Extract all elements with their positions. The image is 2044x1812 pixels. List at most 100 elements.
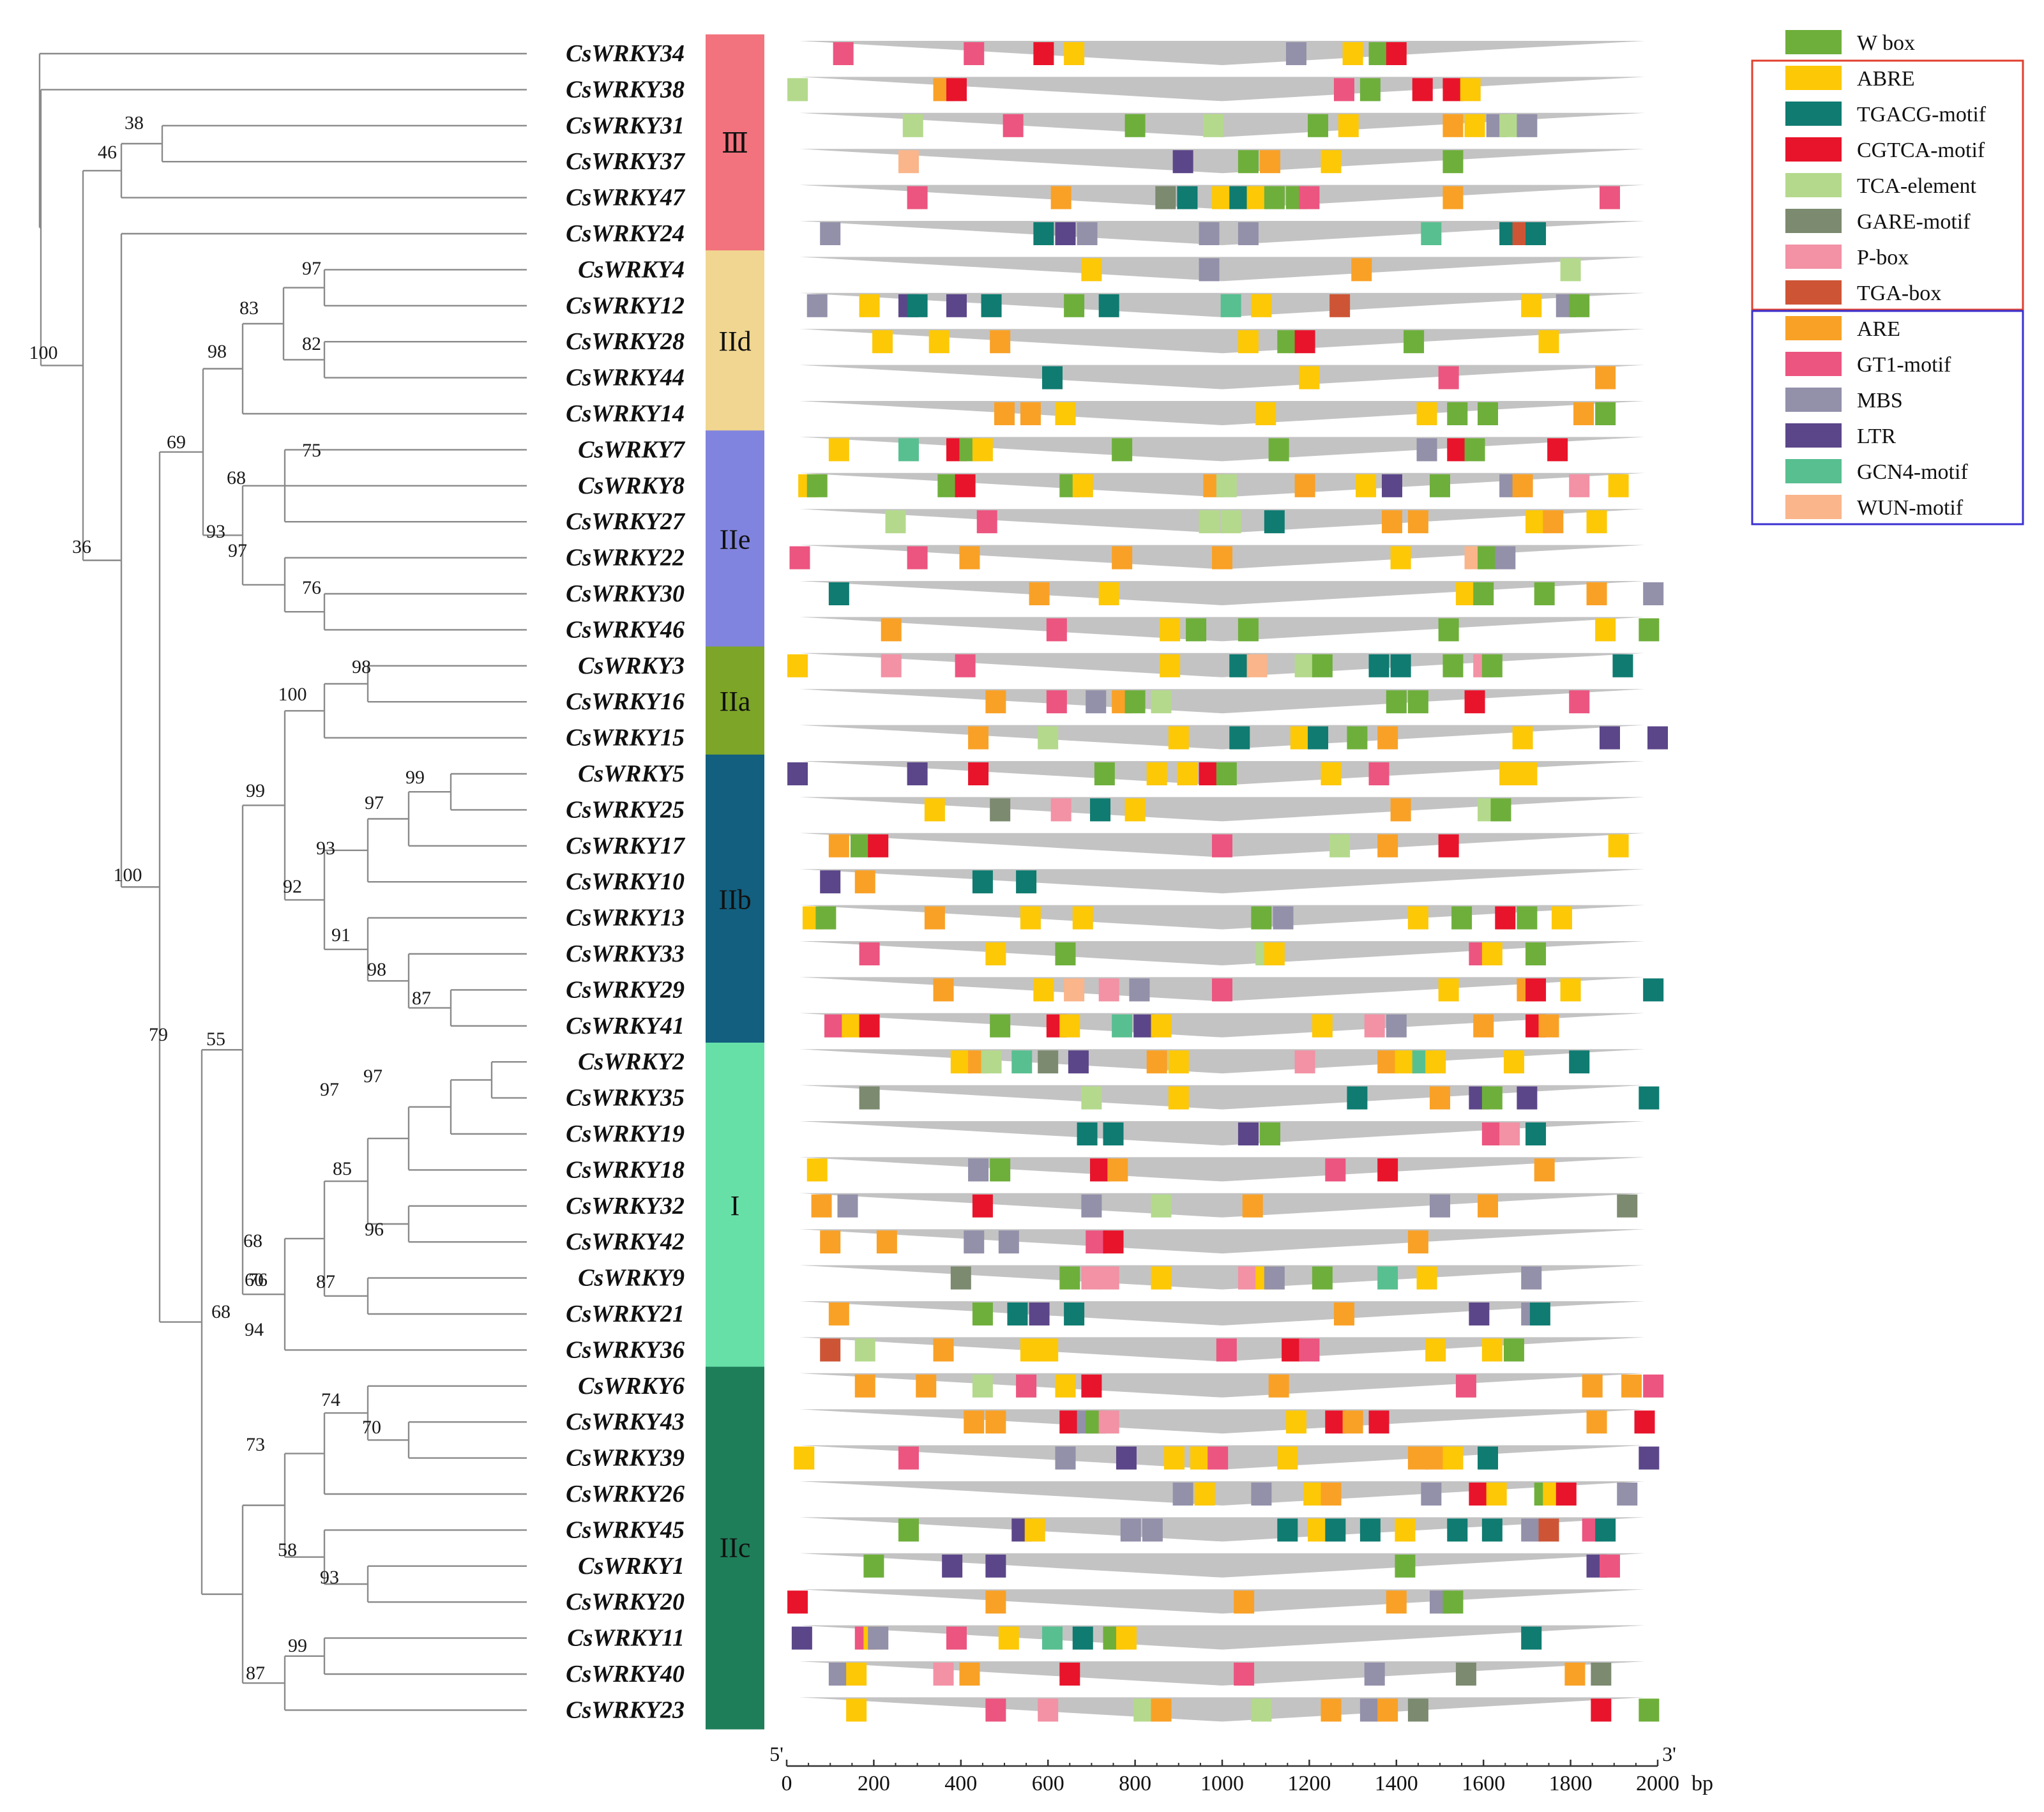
gene-label: CsWRKY15 bbox=[566, 725, 685, 751]
cis-element-gcn4 bbox=[898, 438, 919, 462]
cis-element-gcn4 bbox=[1220, 294, 1241, 317]
cis-element-wb bbox=[1094, 762, 1115, 785]
cis-element-abre bbox=[1059, 1014, 1080, 1038]
cis-element-mbs bbox=[837, 1194, 858, 1218]
cis-element-tca bbox=[1203, 114, 1224, 137]
axis-tick-label: 1400 bbox=[1375, 1772, 1418, 1795]
promoter-region bbox=[799, 1517, 1645, 1542]
cis-element-are bbox=[1595, 366, 1616, 389]
cis-element-mbs bbox=[1521, 1266, 1542, 1290]
cis-element-abre bbox=[1551, 906, 1572, 930]
group-bar bbox=[706, 1043, 764, 1370]
cis-element-tgacg bbox=[1325, 1518, 1346, 1542]
cis-element-are bbox=[876, 1230, 897, 1254]
cis-element-are bbox=[1377, 1050, 1398, 1074]
cis-element-wb bbox=[1368, 42, 1389, 65]
cis-element-abre bbox=[1538, 330, 1559, 354]
promoter-region bbox=[799, 1625, 1645, 1650]
legend-swatch-wun bbox=[1785, 495, 1842, 519]
cis-element-wb bbox=[1503, 1338, 1524, 1362]
cis-element-tca bbox=[1199, 510, 1220, 534]
cis-element-abre bbox=[1116, 1626, 1137, 1650]
cis-element-wb bbox=[1251, 906, 1272, 930]
promoter-region bbox=[799, 1193, 1645, 1218]
cis-element-abre bbox=[1455, 582, 1476, 605]
cis-element-abre bbox=[1416, 1266, 1437, 1290]
group-label: IIb bbox=[718, 884, 751, 915]
cis-element-gt1 bbox=[1016, 1374, 1037, 1398]
element-legend: W box ABRE TGACG-motif CGTCA-motif TCA-eleme… bbox=[1751, 30, 2024, 525]
cis-element-wb bbox=[1407, 690, 1428, 714]
cis-element-are bbox=[985, 1590, 1006, 1614]
cis-element-tgacg bbox=[1016, 870, 1037, 894]
legend-label: WUN-motif bbox=[1857, 496, 1964, 520]
legend-label: TGA-box bbox=[1857, 282, 1941, 305]
cis-element-abre bbox=[1098, 582, 1119, 605]
cis-element-mbs bbox=[1129, 978, 1150, 1002]
cis-element-ltr bbox=[1238, 1122, 1259, 1145]
cis-element-abre bbox=[1160, 654, 1181, 677]
bootstrap-value: 93 bbox=[206, 521, 225, 542]
cis-element-mbs bbox=[868, 1626, 889, 1650]
cis-element-abre bbox=[1238, 330, 1259, 354]
cis-element-abre bbox=[1177, 762, 1198, 785]
gene-label: CsWRKY3 bbox=[578, 653, 685, 679]
cis-element-cgtca bbox=[787, 1590, 808, 1614]
cis-element-abre bbox=[1595, 618, 1616, 642]
cis-element-are bbox=[959, 1663, 980, 1686]
cis-element-wb bbox=[1525, 942, 1547, 965]
cis-element-abre bbox=[1299, 366, 1320, 389]
cis-element-ltr bbox=[1116, 1446, 1137, 1470]
promoter-region bbox=[799, 329, 1645, 354]
cis-element-gt1 bbox=[1481, 1122, 1503, 1145]
cis-element-abre bbox=[1464, 114, 1485, 137]
cis-element-are bbox=[854, 870, 875, 894]
cis-element-pbox bbox=[1569, 474, 1590, 497]
cis-element-cgtca bbox=[1294, 330, 1315, 354]
cis-element-are bbox=[1112, 546, 1133, 570]
cis-element-are bbox=[1564, 1663, 1586, 1686]
cis-element-cgtca bbox=[1556, 1483, 1577, 1506]
cis-element-are bbox=[1473, 1014, 1494, 1038]
cis-element-tgacg bbox=[1525, 222, 1547, 245]
cis-element-tga bbox=[820, 1338, 841, 1362]
cis-element-pbox bbox=[1098, 1266, 1119, 1290]
bootstrap-value: 94 bbox=[245, 1319, 264, 1340]
cis-element-wb bbox=[1442, 654, 1464, 677]
cis-element-wb bbox=[1478, 546, 1499, 570]
cis-element-gcn4 bbox=[1011, 1050, 1033, 1074]
cis-element-gt1 bbox=[1368, 762, 1389, 785]
cis-element-are bbox=[1442, 186, 1464, 209]
cis-element-wb bbox=[1264, 186, 1285, 209]
cis-element-tca bbox=[1499, 114, 1520, 137]
axis-tick-label: 800 bbox=[1119, 1772, 1151, 1795]
legend-group-box bbox=[1751, 59, 2024, 311]
promoter-region bbox=[799, 41, 1645, 65]
cis-element-mbs bbox=[1495, 546, 1516, 570]
legend-label: TCA-element bbox=[1857, 174, 1976, 198]
cis-element-tgacg bbox=[1229, 726, 1250, 750]
cis-element-mbs bbox=[998, 1230, 1019, 1254]
cis-element-abre bbox=[1321, 150, 1342, 174]
cis-element-ltr bbox=[985, 1554, 1006, 1578]
gene-label: CsWRKY31 bbox=[566, 112, 685, 139]
gene-label: CsWRKY1 bbox=[578, 1553, 685, 1580]
cis-element-gare bbox=[1155, 186, 1176, 209]
cis-element-abre bbox=[1395, 1050, 1416, 1074]
cis-element-abre bbox=[1290, 726, 1311, 750]
cis-element-mbs bbox=[964, 1230, 985, 1254]
cis-element-wb bbox=[1124, 114, 1146, 137]
cis-element-abre bbox=[1055, 402, 1076, 425]
cis-element-tgacg bbox=[1072, 1626, 1093, 1650]
cis-element-mbs bbox=[1521, 1518, 1542, 1542]
bootstrap-value: 60 bbox=[245, 1269, 264, 1290]
group-label: I bbox=[731, 1190, 740, 1221]
cis-element-mbs bbox=[1081, 1194, 1102, 1218]
cis-element-cgtca bbox=[1368, 1410, 1389, 1434]
cis-element-are bbox=[828, 1302, 849, 1325]
cis-element-abre bbox=[1586, 510, 1607, 534]
cis-element-pbox bbox=[1499, 1122, 1520, 1145]
cis-element-wb bbox=[1268, 438, 1289, 462]
cis-element-cgtca bbox=[1547, 438, 1568, 462]
cis-element-wb bbox=[1359, 78, 1381, 102]
